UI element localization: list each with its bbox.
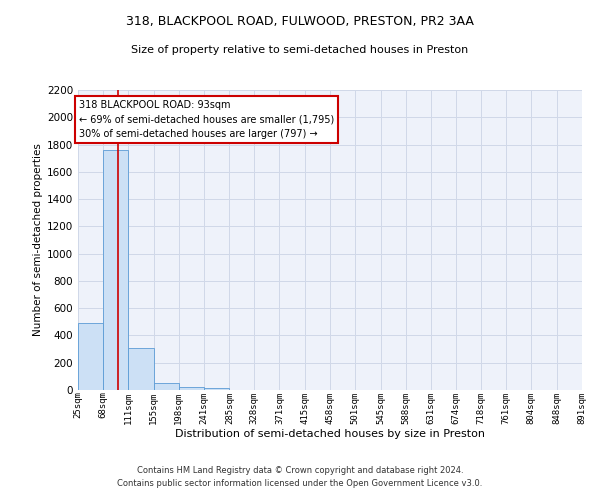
Bar — [179, 386, 203, 390]
Y-axis label: Number of semi-detached properties: Number of semi-detached properties — [33, 144, 43, 336]
Text: Contains HM Land Registry data © Crown copyright and database right 2024.
Contai: Contains HM Land Registry data © Crown c… — [118, 466, 482, 487]
X-axis label: Distribution of semi-detached houses by size in Preston: Distribution of semi-detached houses by … — [175, 429, 485, 439]
Bar — [128, 348, 154, 390]
Bar — [78, 323, 103, 390]
Text: 318, BLACKPOOL ROAD, FULWOOD, PRESTON, PR2 3AA: 318, BLACKPOOL ROAD, FULWOOD, PRESTON, P… — [126, 15, 474, 28]
Bar — [154, 382, 179, 390]
Text: Size of property relative to semi-detached houses in Preston: Size of property relative to semi-detach… — [131, 45, 469, 55]
Bar — [204, 388, 229, 390]
Bar — [103, 150, 128, 390]
Text: 318 BLACKPOOL ROAD: 93sqm
← 69% of semi-detached houses are smaller (1,795)
30% : 318 BLACKPOOL ROAD: 93sqm ← 69% of semi-… — [79, 100, 334, 139]
